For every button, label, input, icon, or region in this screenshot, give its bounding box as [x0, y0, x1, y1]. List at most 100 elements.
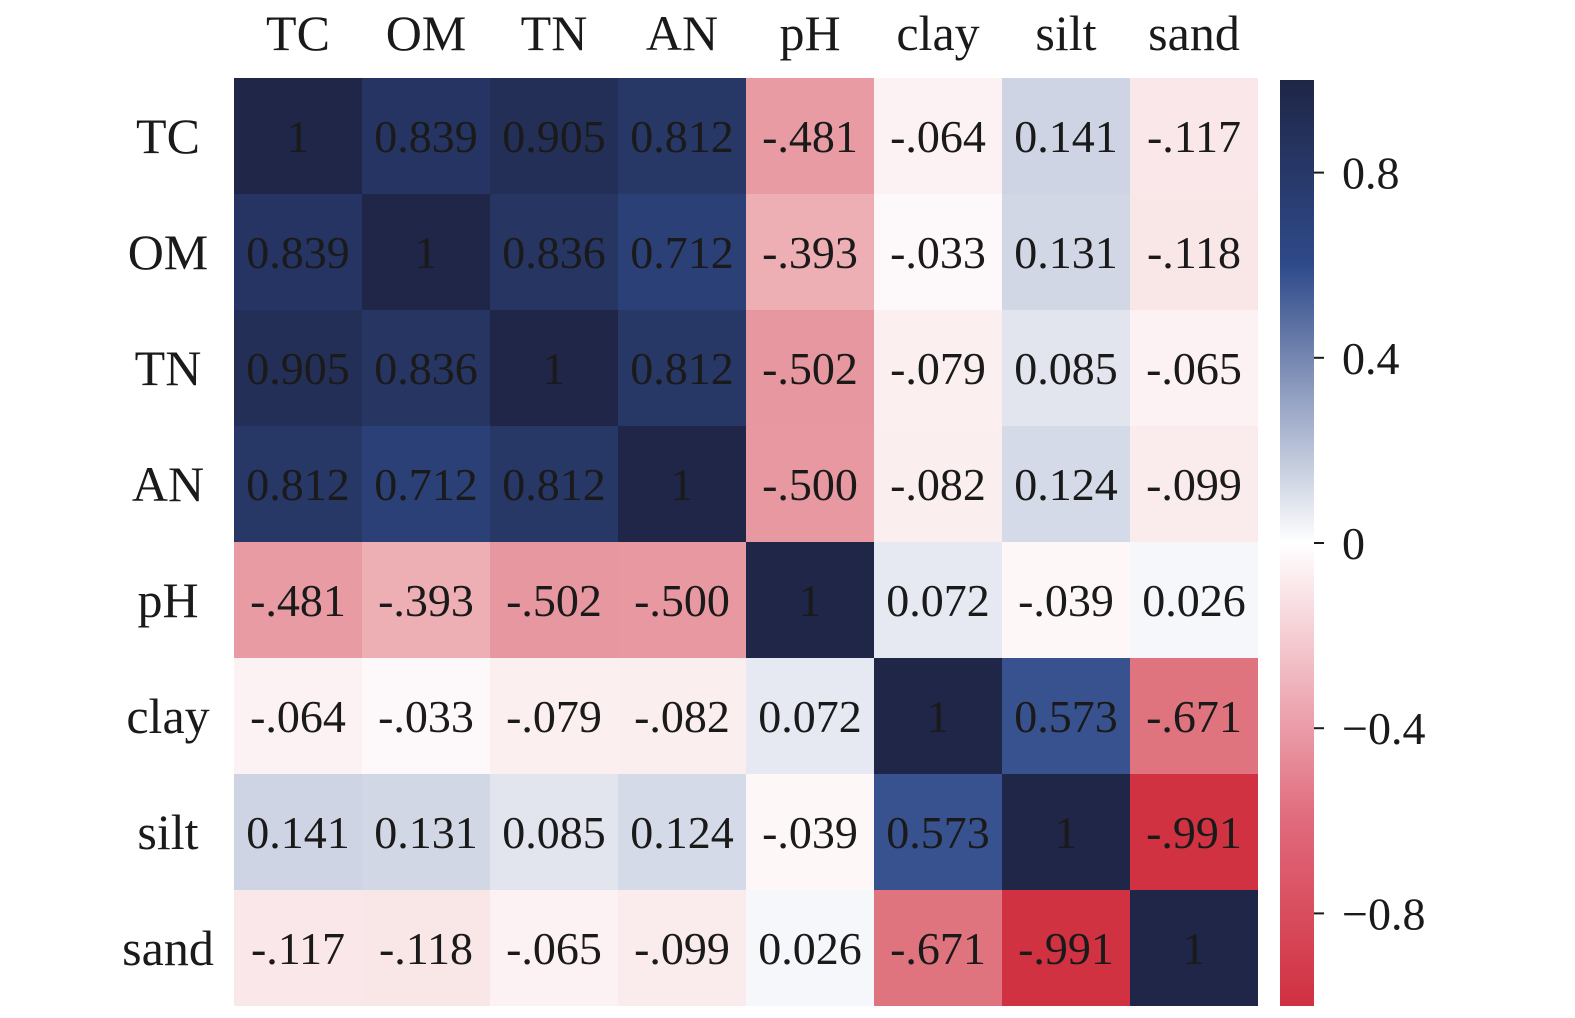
cell-pH-OM: [362, 542, 490, 658]
cell-sand-clay: [874, 890, 1002, 1006]
cell-label-clay-AN: -.082: [634, 691, 730, 742]
cell-label-TN-silt: 0.085: [1014, 343, 1118, 394]
colorbar-gradient: [1280, 80, 1314, 1006]
cell-sand-AN: [618, 890, 746, 1006]
cell-OM-TN: [490, 194, 618, 310]
colorbar-tick-label: −0.4: [1342, 703, 1425, 754]
cell-sand-sand: [1130, 890, 1258, 1006]
cell-pH-pH: [746, 542, 874, 658]
cell-clay-pH: [746, 658, 874, 774]
colorbar-tick-label: 0.8: [1342, 148, 1400, 199]
colorbar-tick-label: 0: [1342, 518, 1365, 569]
cell-label-OM-TN: 0.836: [502, 227, 606, 278]
heatmap-cell-labels: 1 0.839 0.905 0.812 -.481 -.064 0.141 -.117 0.83…: [246, 111, 1246, 974]
cell-label-pH-AN: -.500: [634, 575, 730, 626]
cell-label-sand-TN: -.065: [506, 923, 602, 974]
cell-clay-sand: [1130, 658, 1258, 774]
cell-label-TN-clay: -.079: [890, 343, 986, 394]
cell-label-AN-OM: 0.712: [374, 459, 478, 510]
cell-label-OM-clay: -.033: [890, 227, 986, 278]
cell-label-sand-AN: -.099: [634, 923, 730, 974]
cell-clay-OM: [362, 658, 490, 774]
x-label-pH: pH: [779, 5, 840, 61]
cell-label-AN-TC: 0.812: [246, 459, 350, 510]
cell-label-sand-sand: 1: [1183, 923, 1206, 974]
cell-TN-AN: [618, 310, 746, 426]
cell-OM-TC: [234, 194, 362, 310]
heatmap-cells: [234, 78, 1258, 1006]
cell-silt-OM: [362, 774, 490, 890]
cell-pH-silt: [1002, 542, 1130, 658]
cell-sand-OM: [362, 890, 490, 1006]
cell-TN-TN: [490, 310, 618, 426]
cell-AN-clay: [874, 426, 1002, 542]
cell-label-silt-pH: -.039: [762, 807, 858, 858]
cell-label-sand-OM: -.118: [379, 923, 473, 974]
cell-label-silt-TC: 0.141: [246, 807, 350, 858]
cell-label-TN-OM: 0.836: [374, 343, 478, 394]
cell-label-AN-silt: 0.124: [1014, 459, 1118, 510]
cell-OM-pH: [746, 194, 874, 310]
cell-label-OM-sand: -.118: [1147, 227, 1241, 278]
colorbar-tick-label: −0.8: [1342, 888, 1425, 939]
cell-label-pH-OM: -.393: [378, 575, 474, 626]
cell-TC-silt: [1002, 78, 1130, 194]
cell-label-sand-TC: -.117: [251, 923, 345, 974]
cell-label-silt-clay: 0.573: [886, 807, 990, 858]
x-label-OM: OM: [386, 5, 467, 61]
cell-silt-pH: [746, 774, 874, 890]
cell-label-pH-TC: -.481: [250, 575, 346, 626]
cell-label-silt-sand: -.991: [1146, 807, 1242, 858]
cell-TN-TC: [234, 310, 362, 426]
cell-AN-sand: [1130, 426, 1258, 542]
cell-label-sand-pH: 0.026: [758, 923, 862, 974]
cell-silt-silt: [1002, 774, 1130, 890]
cell-silt-TN: [490, 774, 618, 890]
cell-sand-silt: [1002, 890, 1130, 1006]
cell-label-clay-TC: -.064: [250, 691, 346, 742]
x-label-clay: clay: [896, 5, 979, 61]
cell-clay-clay: [874, 658, 1002, 774]
cell-clay-AN: [618, 658, 746, 774]
cell-label-silt-OM: 0.131: [374, 807, 478, 858]
y-label-TC: TC: [136, 108, 200, 164]
cell-label-TN-pH: -.502: [762, 343, 858, 394]
cell-TN-pH: [746, 310, 874, 426]
cell-label-TC-clay: -.064: [890, 111, 986, 162]
cell-label-pH-sand: 0.026: [1142, 575, 1246, 626]
cell-OM-sand: [1130, 194, 1258, 310]
x-label-TC: TC: [266, 5, 330, 61]
cell-TC-TN: [490, 78, 618, 194]
cell-silt-AN: [618, 774, 746, 890]
cell-label-silt-silt: 1: [1055, 807, 1078, 858]
x-axis-labels: TC OM TN AN pH clay silt sand: [266, 5, 1240, 61]
cell-AN-TN: [490, 426, 618, 542]
cell-label-TN-AN: 0.812: [630, 343, 734, 394]
colorbar-tick-label: 0.4: [1342, 333, 1400, 384]
cell-OM-AN: [618, 194, 746, 310]
x-label-TN: TN: [521, 5, 588, 61]
cell-label-AN-pH: -.500: [762, 459, 858, 510]
cell-pH-TC: [234, 542, 362, 658]
cell-label-TC-TC: 1: [287, 111, 310, 162]
cell-AN-OM: [362, 426, 490, 542]
cell-pH-TN: [490, 542, 618, 658]
cell-label-AN-TN: 0.812: [502, 459, 606, 510]
colorbar-ticks: 0.8 0.4 0 −0.4 −0.8: [1314, 148, 1425, 939]
cell-label-TC-AN: 0.812: [630, 111, 734, 162]
cell-label-clay-TN: -.079: [506, 691, 602, 742]
y-axis-labels: TC OM TN AN pH clay silt sand: [122, 108, 214, 976]
cell-AN-TC: [234, 426, 362, 542]
cell-label-OM-silt: 0.131: [1014, 227, 1118, 278]
x-label-AN: AN: [646, 5, 718, 61]
y-label-pH: pH: [137, 572, 198, 628]
cell-label-OM-AN: 0.712: [630, 227, 734, 278]
cell-label-pH-pH: 1: [799, 575, 822, 626]
cell-label-clay-OM: -.033: [378, 691, 474, 742]
cell-label-pH-clay: 0.072: [886, 575, 990, 626]
cell-AN-pH: [746, 426, 874, 542]
cell-label-AN-clay: -.082: [890, 459, 986, 510]
cell-label-TN-TN: 1: [543, 343, 566, 394]
cell-OM-OM: [362, 194, 490, 310]
